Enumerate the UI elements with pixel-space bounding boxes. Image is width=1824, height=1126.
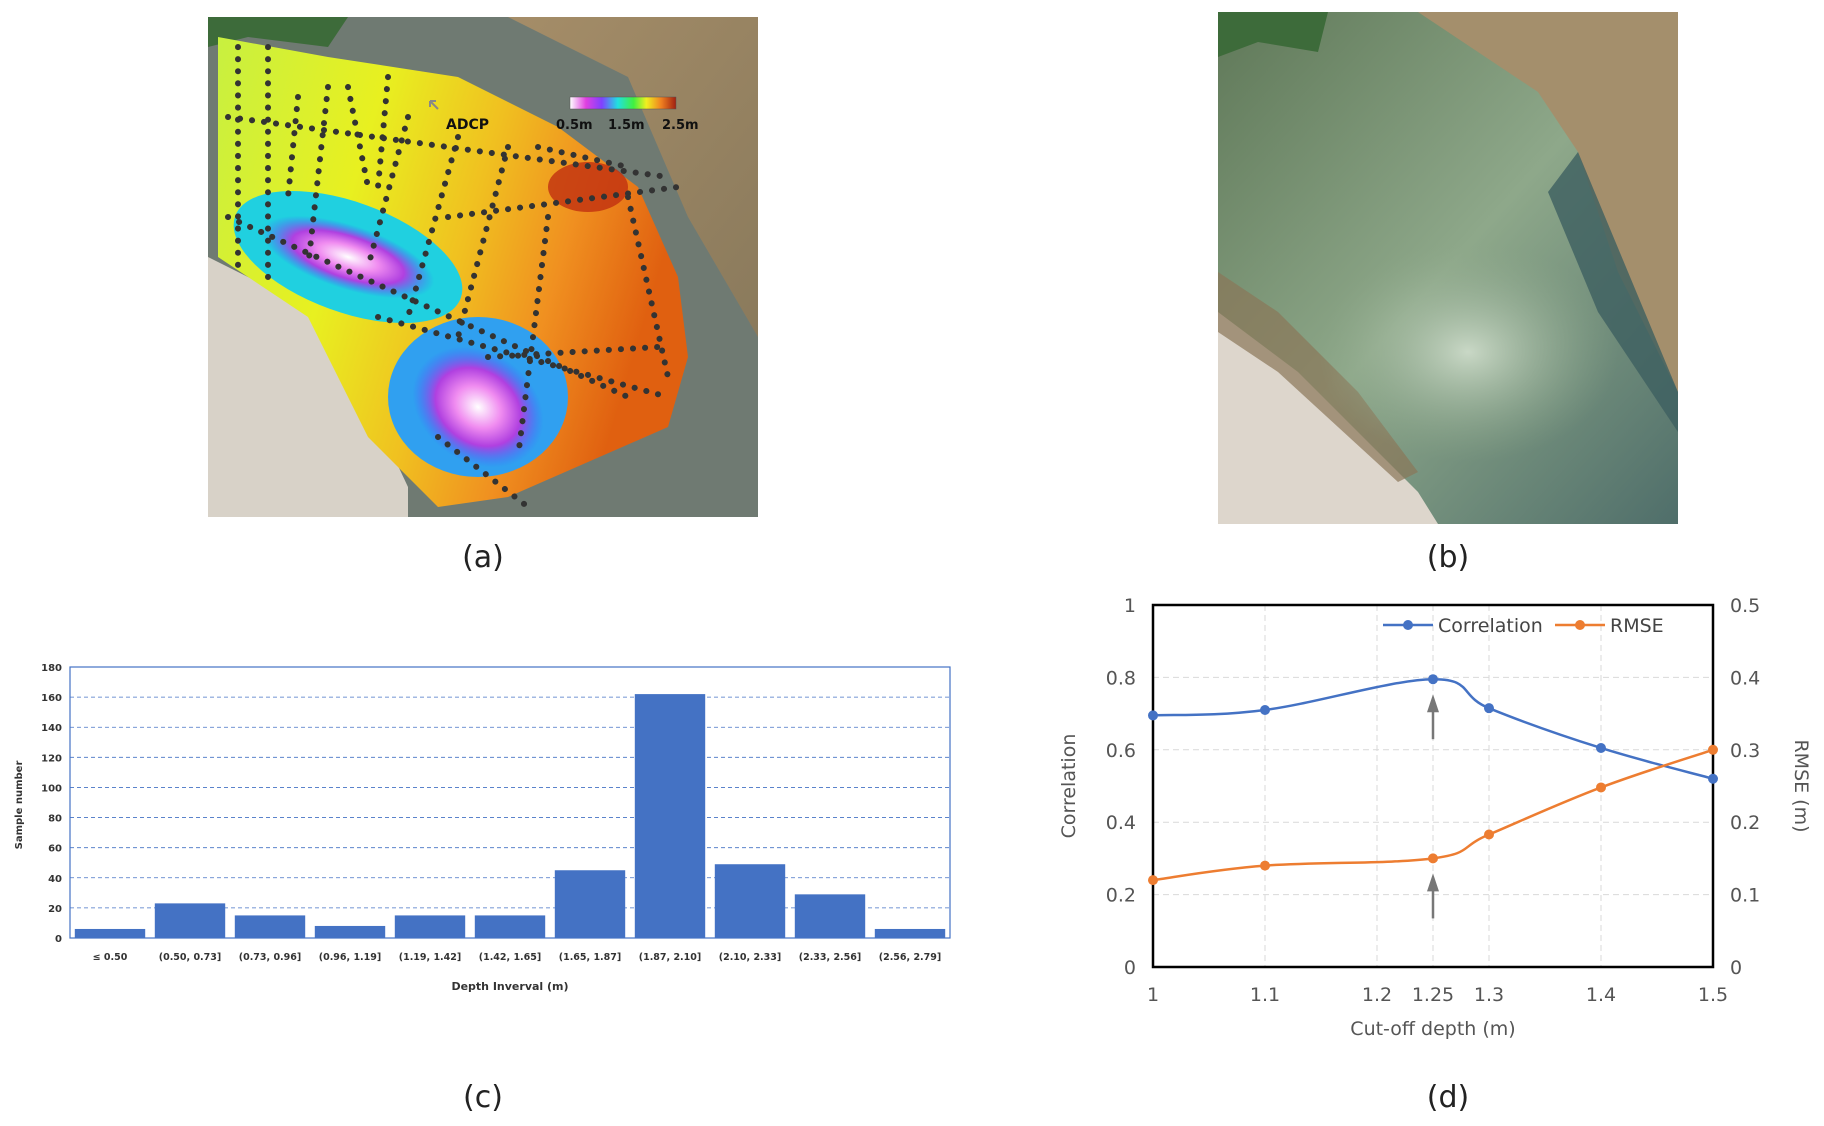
histogram-x-tick-label: (2.10, 2.33] — [719, 952, 781, 963]
line-y2-tick-label: 0.5 — [1730, 595, 1760, 617]
line-x-tick-label: 1.3 — [1474, 984, 1504, 1006]
data-point-rmse — [1596, 782, 1606, 793]
peak-arrow-correlation-icon — [1427, 694, 1439, 740]
histogram-bar — [474, 915, 546, 938]
histogram-x-tick-label: (2.56, 2.79] — [879, 952, 941, 963]
histogram-x-tick-label: (2.33, 2.56] — [799, 952, 861, 963]
legend-rmse: RMSE — [1610, 615, 1664, 637]
line-plot-frame — [1151, 603, 1715, 969]
data-point-correlation — [1596, 742, 1606, 753]
line-y2-tick-label: 0.4 — [1730, 667, 1760, 689]
histogram-x-tick-label: (0.50, 0.73] — [159, 952, 221, 963]
chart-legend: Correlation RMSE — [1383, 615, 1664, 637]
histogram-x-tick-label: (1.87, 2.10] — [639, 952, 701, 963]
histogram-y-tick-label: 140 — [41, 723, 62, 734]
data-point-rmse — [1428, 853, 1438, 864]
line-y-tick-label: 0.2 — [1106, 885, 1136, 907]
caption-c: (c) — [463, 1080, 503, 1115]
line-y2-axis-label: RMSE (m) — [1790, 739, 1812, 832]
data-point-rmse — [1148, 875, 1158, 886]
data-point-rmse — [1708, 744, 1718, 755]
histogram-bar — [234, 915, 306, 938]
histogram-x-tick-label: (1.42, 1.65] — [479, 952, 541, 963]
histogram-y-tick-label: 20 — [48, 904, 62, 915]
histogram-y-tick-label: 0 — [55, 934, 62, 945]
histogram-x-tick-label: (0.73, 0.96] — [239, 952, 301, 963]
line-y-axis-label: Correlation — [1058, 734, 1080, 839]
peak-arrow-rmse-icon — [1427, 873, 1439, 919]
histogram-x-tick-label: (1.65, 1.87] — [559, 952, 621, 963]
adcp-arrow-icon — [429, 100, 439, 110]
colorbar-min-label: 0.5m — [556, 118, 593, 133]
histogram-y-tick-label: 160 — [41, 693, 62, 704]
colorbar-mid-label: 1.5m — [608, 118, 645, 133]
histogram-bar — [314, 925, 386, 938]
line-y2-tick-label: 0.2 — [1730, 812, 1760, 834]
line-y-tick-label: 0.8 — [1106, 667, 1136, 689]
depth-histogram: 0 20 40 60 80 100 120 140 160 180 ≤ 0.50 (0.50, 0.… — [14, 663, 951, 993]
histogram-y-tick-label: 80 — [48, 814, 62, 825]
histogram-bar — [554, 870, 626, 938]
histogram-bar — [794, 894, 866, 938]
histogram-x-tick-label: ≤ 0.50 — [93, 952, 128, 963]
histogram-bar — [154, 903, 226, 938]
histogram-y-tick-label: 120 — [41, 753, 62, 764]
colorbar-max-label: 2.5m — [662, 118, 699, 133]
line-x-tick-label: 1.2 — [1362, 984, 1392, 1006]
histogram-y-tick-label: 180 — [41, 663, 62, 674]
data-point-correlation — [1708, 773, 1718, 784]
line-y2-tick-label: 0.3 — [1730, 740, 1760, 762]
caption-d: (d) — [1426, 1080, 1470, 1115]
bathymetry-map: ADCP 0.5m 1.5m 2.5m — [208, 17, 758, 517]
line-x-tick-label: 1.1 — [1250, 984, 1280, 1006]
line-x-tick-label: 1.5 — [1698, 984, 1728, 1006]
satellite-image — [1218, 12, 1678, 524]
adcp-survey-tracks — [225, 44, 681, 510]
histogram-y-tick-label: 100 — [41, 783, 62, 794]
data-point-correlation — [1484, 703, 1494, 714]
line-y-tick-label: 0 — [1124, 957, 1136, 979]
series-line-correlation — [1152, 677, 1714, 780]
line-x-tick-label: 1.4 — [1586, 984, 1616, 1006]
data-point-correlation — [1260, 704, 1270, 715]
caption-b: (b) — [1426, 540, 1470, 575]
data-point-rmse — [1484, 829, 1494, 840]
line-x-tick-label: 1.25 — [1412, 984, 1454, 1006]
histogram-x-tick-label: (0.96, 1.19] — [319, 952, 381, 963]
data-point-correlation — [1428, 674, 1438, 685]
histogram-bar — [394, 915, 466, 938]
data-point-correlation — [1148, 710, 1158, 721]
histogram-x-axis-label: Depth Inverval (m) — [451, 980, 568, 993]
adcp-label: ADCP — [446, 117, 489, 133]
line-y-tick-label: 0.6 — [1106, 740, 1136, 762]
line-x-axis-label: Cut-off depth (m) — [1350, 1018, 1515, 1040]
series-line-rmse — [1152, 748, 1714, 882]
line-x-tick-label: 1 — [1147, 984, 1159, 1006]
line-y-tick-label: 0.4 — [1106, 812, 1136, 834]
histogram-y-tick-label: 40 — [48, 874, 62, 885]
line-y2-tick-label: 0 — [1730, 957, 1742, 979]
legend-correlation: Correlation — [1438, 615, 1543, 637]
caption-a: (a) — [462, 540, 504, 575]
histogram-bar — [874, 928, 946, 938]
line-y-tick-label: 1 — [1124, 595, 1136, 617]
line-y2-tick-label: 0.1 — [1730, 885, 1760, 907]
histogram-x-tick-label: (1.19, 1.42] — [399, 952, 461, 963]
histogram-y-tick-label: 60 — [48, 844, 62, 855]
histogram-bar — [634, 694, 706, 938]
histogram-bar — [74, 928, 146, 938]
histogram-y-axis-label: Sample number — [14, 761, 25, 850]
data-point-rmse — [1260, 860, 1270, 871]
depth-colorbar — [569, 96, 677, 110]
histogram-bar — [714, 864, 786, 938]
